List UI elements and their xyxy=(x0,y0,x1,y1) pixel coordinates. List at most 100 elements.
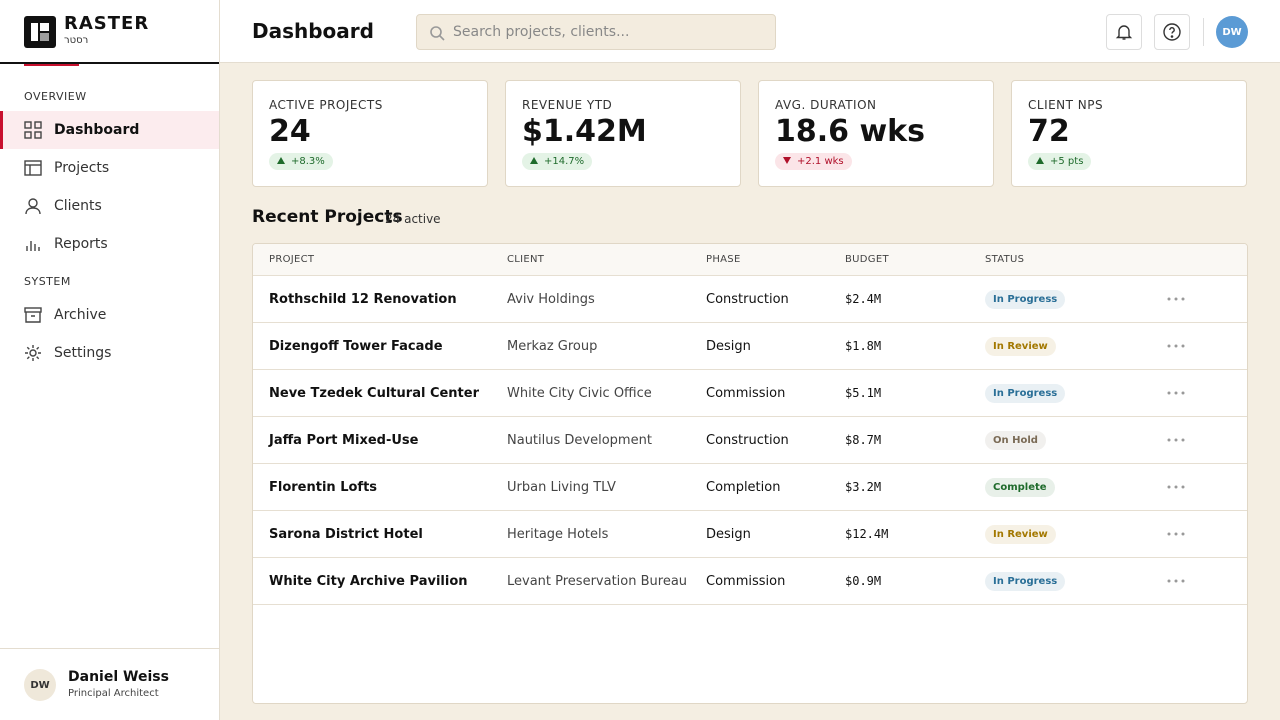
table-row[interactable]: Sarona District Hotel Heritage Hotels Desi… xyxy=(253,511,1247,558)
column-header: CLIENT xyxy=(507,254,545,265)
table-row[interactable]: White City Archive Pavilion Levant Preser… xyxy=(253,558,1247,605)
table-row[interactable]: Rothschild 12 Renovation Aviv Holdings Con… xyxy=(253,276,1247,323)
nav-section: SYSTEM xyxy=(24,275,71,288)
kpi-delta-text: +14.7% xyxy=(544,156,585,167)
column-header: STATUS xyxy=(985,254,1025,265)
kpi-label: REVENUE YTD xyxy=(522,98,613,112)
kpi-label: ACTIVE PROJECTS xyxy=(269,98,383,112)
kpi-card: CLIENT NPS 72 +5 pts xyxy=(1011,80,1247,187)
table-row[interactable]: Neve Tzedek Cultural Center White City Ci… xyxy=(253,370,1247,417)
status-cell: In Review xyxy=(985,511,1056,557)
phase-cell: Construction xyxy=(706,432,789,448)
divider xyxy=(0,62,219,64)
row-menu[interactable] xyxy=(1167,511,1185,557)
kpi-value: 24 xyxy=(269,114,311,149)
column-header: PHASE xyxy=(706,254,741,265)
project-cell: Jaffa Port Mixed-Use xyxy=(269,432,419,448)
header-avatar[interactable]: DW xyxy=(1216,16,1248,48)
project-cell: Florentin Lofts xyxy=(269,479,378,495)
kpi-delta-text: +5 pts xyxy=(1050,156,1084,167)
row-menu[interactable] xyxy=(1167,464,1185,510)
client-cell: Nautilus Development xyxy=(507,432,652,448)
search[interactable]: Search projects, clients... xyxy=(416,14,776,50)
client-cell: Heritage Hotels xyxy=(507,526,609,542)
status-cell: In Progress xyxy=(985,276,1066,322)
user-role: Principal Architect xyxy=(68,688,159,699)
column-header: BUDGET xyxy=(845,254,889,265)
nav-item[interactable]: Dashboard xyxy=(0,111,219,149)
nav-label: Dashboard xyxy=(54,122,140,138)
header: Dashboard Search projects, clients... DW xyxy=(220,0,1280,63)
status-pill: On Hold xyxy=(985,430,1046,450)
status-pill: In Progress xyxy=(985,571,1066,591)
row-menu[interactable] xyxy=(1167,276,1185,322)
table-row[interactable]: Florentin Lofts Urban Living TLV Completio… xyxy=(253,464,1247,511)
nav-item[interactable]: Projects xyxy=(0,149,219,187)
project-cell: Neve Tzedek Cultural Center xyxy=(269,385,479,401)
kpi-delta: +14.7% xyxy=(522,153,593,170)
budget-cell: $1.8M xyxy=(845,339,882,353)
nav-item[interactable]: Settings xyxy=(0,334,219,372)
kpi-label: CLIENT NPS xyxy=(1028,98,1104,112)
kpi-card: REVENUE YTD $1.42M +14.7% xyxy=(505,80,741,187)
project-cell: White City Archive Pavilion xyxy=(269,573,468,589)
help[interactable] xyxy=(1154,14,1190,50)
search-placeholder: Search projects, clients... xyxy=(453,24,630,40)
client-cell: Urban Living TLV xyxy=(507,479,616,495)
brand-sub: רסטר xyxy=(64,35,89,46)
row-menu[interactable] xyxy=(1167,558,1185,604)
status-pill: In Review xyxy=(985,336,1056,356)
budget-cell: $5.1M xyxy=(845,386,882,400)
status-cell: Complete xyxy=(985,464,1055,510)
kpi-value: 72 xyxy=(1028,114,1070,149)
user[interactable]: DW Daniel Weiss Principal Architect xyxy=(0,648,219,720)
project-cell: Dizengoff Tower Facade xyxy=(269,338,443,354)
phase-cell: Construction xyxy=(706,291,789,307)
budget-cell: $0.9M xyxy=(845,574,882,588)
budget-cell: $2.4M xyxy=(845,292,882,306)
kpi-delta: +8.3% xyxy=(269,153,333,170)
client-cell: White City Civic Office xyxy=(507,385,652,401)
user-avatar: DW xyxy=(24,669,56,701)
phase-cell: Design xyxy=(706,526,751,542)
table-row[interactable]: Jaffa Port Mixed-Use Nautilus Development… xyxy=(253,417,1247,464)
kpi-card: ACTIVE PROJECTS 24 +8.3% xyxy=(252,80,488,187)
logo xyxy=(24,16,56,48)
row-menu[interactable] xyxy=(1167,323,1185,369)
nav-label: Clients xyxy=(54,198,102,214)
kpi-label: AVG. DURATION xyxy=(775,98,877,112)
status-cell: In Progress xyxy=(985,558,1066,604)
page-title: Dashboard xyxy=(252,19,374,43)
status-pill: In Progress xyxy=(985,383,1066,403)
status-cell: On Hold xyxy=(985,417,1046,463)
kpi-value: $1.42M xyxy=(522,114,647,149)
table-row[interactable]: Dizengoff Tower Facade Merkaz Group Design… xyxy=(253,323,1247,370)
divider xyxy=(1203,18,1204,46)
nav-label: Projects xyxy=(54,160,110,176)
projects-table: PROJECT CLIENT PHASE BUDGET STATUS Rothschild… xyxy=(252,243,1248,704)
accent xyxy=(24,64,79,66)
status-pill: In Review xyxy=(985,524,1056,544)
section-count: 24 active xyxy=(385,212,441,226)
client-cell: Aviv Holdings xyxy=(507,291,595,307)
nav-item[interactable]: Clients xyxy=(0,187,219,225)
section-title: Recent Projects xyxy=(252,207,403,227)
nav-label: Settings xyxy=(54,345,112,361)
budget-cell: $3.2M xyxy=(845,480,882,494)
project-cell: Sarona District Hotel xyxy=(269,526,423,542)
user-name: Daniel Weiss xyxy=(68,669,169,685)
nav-section: OVERVIEW xyxy=(24,90,87,103)
nav-item[interactable]: Archive xyxy=(0,296,219,334)
kpi-value: 18.6 wks xyxy=(775,114,925,149)
column-header: PROJECT xyxy=(269,254,315,265)
nav-item[interactable]: Reports xyxy=(0,225,219,263)
nav-label: Archive xyxy=(54,307,107,323)
sidebar: RASTER רסטר OVERVIEW Dashboard Projects Cli… xyxy=(0,0,220,720)
client-cell: Levant Preservation Bureau xyxy=(507,573,688,589)
notifications[interactable] xyxy=(1106,14,1142,50)
client-cell: Merkaz Group xyxy=(507,338,598,354)
nav-label: Reports xyxy=(54,236,108,252)
row-menu[interactable] xyxy=(1167,417,1185,463)
row-menu[interactable] xyxy=(1167,370,1185,416)
